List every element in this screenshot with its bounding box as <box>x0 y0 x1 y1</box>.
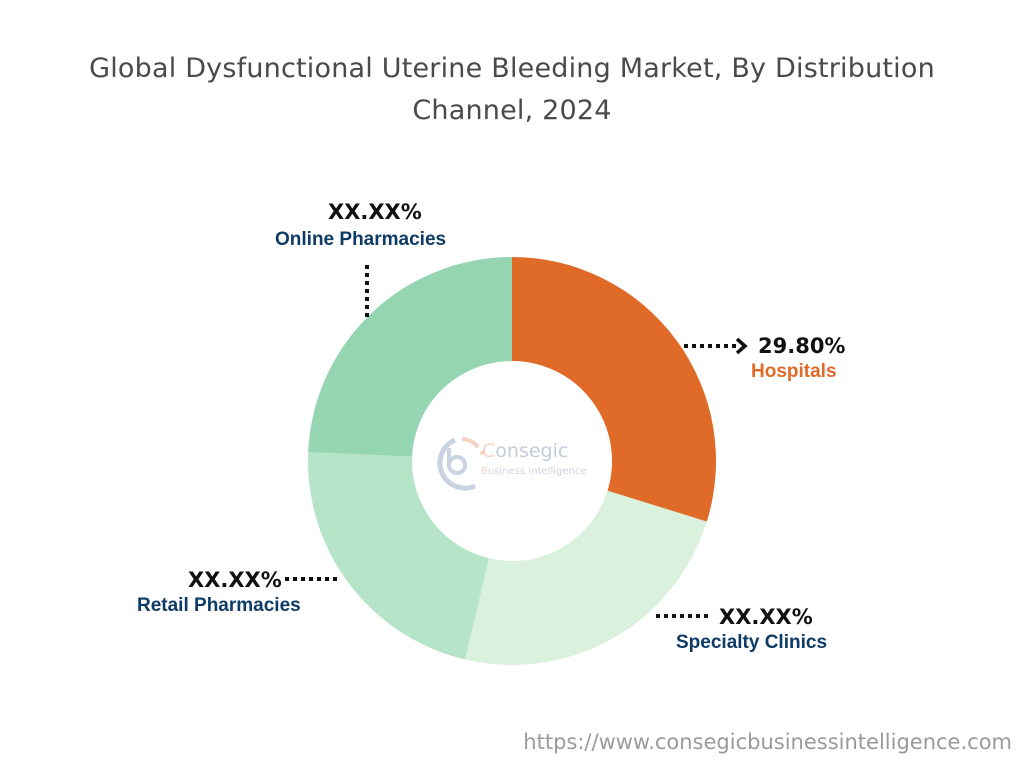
logo-tagline: Business Intelligence <box>481 466 587 477</box>
watermark-logo: Consegic Business Intelligence <box>430 432 600 492</box>
logo-symbol-icon <box>437 437 484 491</box>
chart-title: Global Dysfunctional Uterine Bleeding Ma… <box>0 48 1024 132</box>
slice-online-pharmacies <box>308 257 512 457</box>
source-url: https://www.consegicbusinessintelligence… <box>523 730 1012 754</box>
value-retail-pharmacies: XX.XX% <box>188 568 282 592</box>
arrow-icon <box>735 337 748 355</box>
label-hospitals-name: Hospitals <box>751 361 837 383</box>
value-specialty-clinics: XX.XX% <box>719 605 813 629</box>
slice-specialty-clinics <box>465 490 707 665</box>
label-hospitals: 29.80% <box>758 334 845 358</box>
label-retail-pharmacies-name: Retail Pharmacies <box>137 595 301 617</box>
label-specialty-clinics-name: Specialty Clinics <box>676 632 827 654</box>
name-specialty-clinics: Specialty Clinics <box>676 632 828 653</box>
chart-title-line2: Channel, 2024 <box>412 95 612 126</box>
slice-retail-pharmacies <box>308 452 489 660</box>
label-retail-pharmacies: XX.XX% <box>188 568 282 592</box>
name-online-pharmacies: Online Pharmacies <box>275 229 447 250</box>
slice-hospitals <box>512 257 717 522</box>
label-specialty-clinics: XX.XX% <box>719 605 813 629</box>
name-hospitals: Hospitals <box>751 361 837 382</box>
logo-brand: Consegic <box>482 440 569 462</box>
value-online-pharmacies: XX.XX% <box>328 200 422 224</box>
label-online-pharmacies: XX.XX% <box>328 200 422 224</box>
value-hospitals: 29.80% <box>758 334 846 358</box>
name-retail-pharmacies: Retail Pharmacies <box>137 595 301 616</box>
chart-title-line1: Global Dysfunctional Uterine Bleeding Ma… <box>89 53 935 84</box>
label-online-pharmacies-name: Online Pharmacies <box>275 229 446 251</box>
